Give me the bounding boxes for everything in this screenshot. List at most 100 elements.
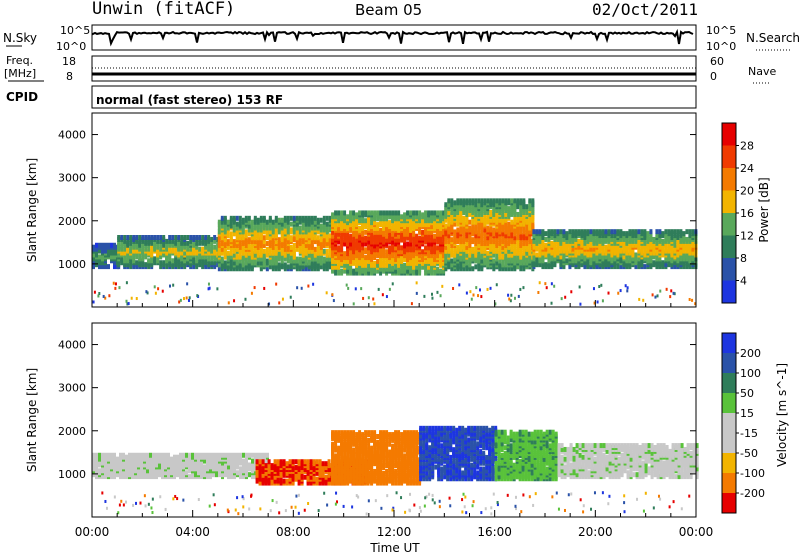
data-cell <box>280 262 284 268</box>
data-cell <box>322 248 326 254</box>
noise-cell <box>410 302 413 306</box>
data-cell <box>456 198 460 204</box>
data-cell <box>522 233 526 239</box>
data-cell <box>474 198 478 204</box>
data-cell <box>313 246 317 252</box>
y-tick-label: 1000 <box>58 258 86 271</box>
data-cell <box>430 235 434 241</box>
data-cell <box>126 252 130 258</box>
data-cell <box>625 238 629 244</box>
data-cell <box>634 229 638 235</box>
data-cell <box>235 246 239 252</box>
data-cell <box>204 235 208 241</box>
data-cell <box>601 246 605 252</box>
data-cell <box>282 459 286 465</box>
data-cell <box>385 266 389 272</box>
data-cell <box>135 260 139 266</box>
data-cell <box>346 251 350 257</box>
data-cell <box>450 258 454 264</box>
nave-label: Nave <box>748 65 776 78</box>
data-cell <box>474 211 478 217</box>
data-cell <box>442 210 446 216</box>
data-cell <box>158 470 161 476</box>
noise-cell <box>325 291 328 295</box>
noise-cell <box>332 299 335 303</box>
data-cell <box>128 452 131 458</box>
data-cell <box>270 463 274 469</box>
data-cell <box>649 262 653 268</box>
data-cell <box>268 264 272 270</box>
data-cell <box>250 225 254 231</box>
data-cell <box>198 235 202 241</box>
data-cell <box>447 246 451 252</box>
data-cell <box>418 235 422 241</box>
data-cell <box>516 264 520 270</box>
data-cell <box>161 474 164 480</box>
data-cell <box>298 239 302 245</box>
noise-cell <box>377 287 380 291</box>
data-cell <box>200 466 203 472</box>
data-cell <box>610 236 614 242</box>
data-cell <box>183 250 187 256</box>
data-cell <box>176 466 179 472</box>
noise-cell <box>307 284 310 288</box>
data-cell <box>418 222 422 228</box>
noise-cell <box>508 297 511 301</box>
data-cell <box>655 233 659 239</box>
data-cell <box>217 219 221 225</box>
data-cell <box>400 231 404 237</box>
noise-cell <box>187 298 190 302</box>
data-cell <box>173 454 176 460</box>
data-cell <box>607 229 611 235</box>
data-cell <box>364 247 368 253</box>
data-cell <box>253 223 257 229</box>
noise-cell <box>665 287 668 291</box>
data-cell <box>631 238 635 244</box>
data-cell <box>480 211 484 217</box>
data-cell <box>433 237 437 243</box>
data-cell <box>301 215 305 221</box>
data-cell <box>394 222 398 228</box>
data-cell <box>218 452 221 458</box>
freq-tick-top: 18 <box>62 55 76 68</box>
data-cell <box>513 215 517 221</box>
data-cell <box>532 229 536 235</box>
data-cell <box>150 235 154 241</box>
data-cell <box>261 476 265 482</box>
data-cell <box>598 229 602 235</box>
data-cell <box>262 242 266 248</box>
data-cell <box>218 456 221 462</box>
data-cell <box>277 217 281 223</box>
data-cell <box>607 242 611 248</box>
data-cell <box>583 250 587 256</box>
data-cell <box>273 463 277 469</box>
data-cell <box>382 247 386 253</box>
data-cell <box>129 262 133 268</box>
data-cell <box>495 246 499 252</box>
data-cell <box>691 229 695 235</box>
data-cell <box>230 474 233 480</box>
noise-cell <box>550 282 553 286</box>
data-cell <box>382 210 386 216</box>
data-cell <box>134 458 137 464</box>
noise-cell <box>494 302 497 306</box>
data-cell <box>556 254 560 260</box>
data-cell <box>637 238 641 244</box>
data-cell <box>450 262 454 268</box>
data-cell <box>601 229 605 235</box>
data-cell <box>492 206 496 212</box>
colorbar-segment <box>722 258 736 281</box>
data-cell <box>274 227 278 233</box>
data-cell <box>328 215 332 221</box>
data-cell <box>156 244 160 250</box>
data-cell <box>197 452 200 458</box>
data-cell <box>544 252 548 258</box>
data-cell <box>158 464 161 470</box>
data-cell <box>412 229 416 235</box>
data-cell <box>251 452 254 458</box>
data-cell <box>238 215 242 221</box>
noise-cell <box>278 301 281 305</box>
data-cell <box>349 210 353 216</box>
data-cell <box>483 227 487 233</box>
data-cell <box>198 260 202 266</box>
